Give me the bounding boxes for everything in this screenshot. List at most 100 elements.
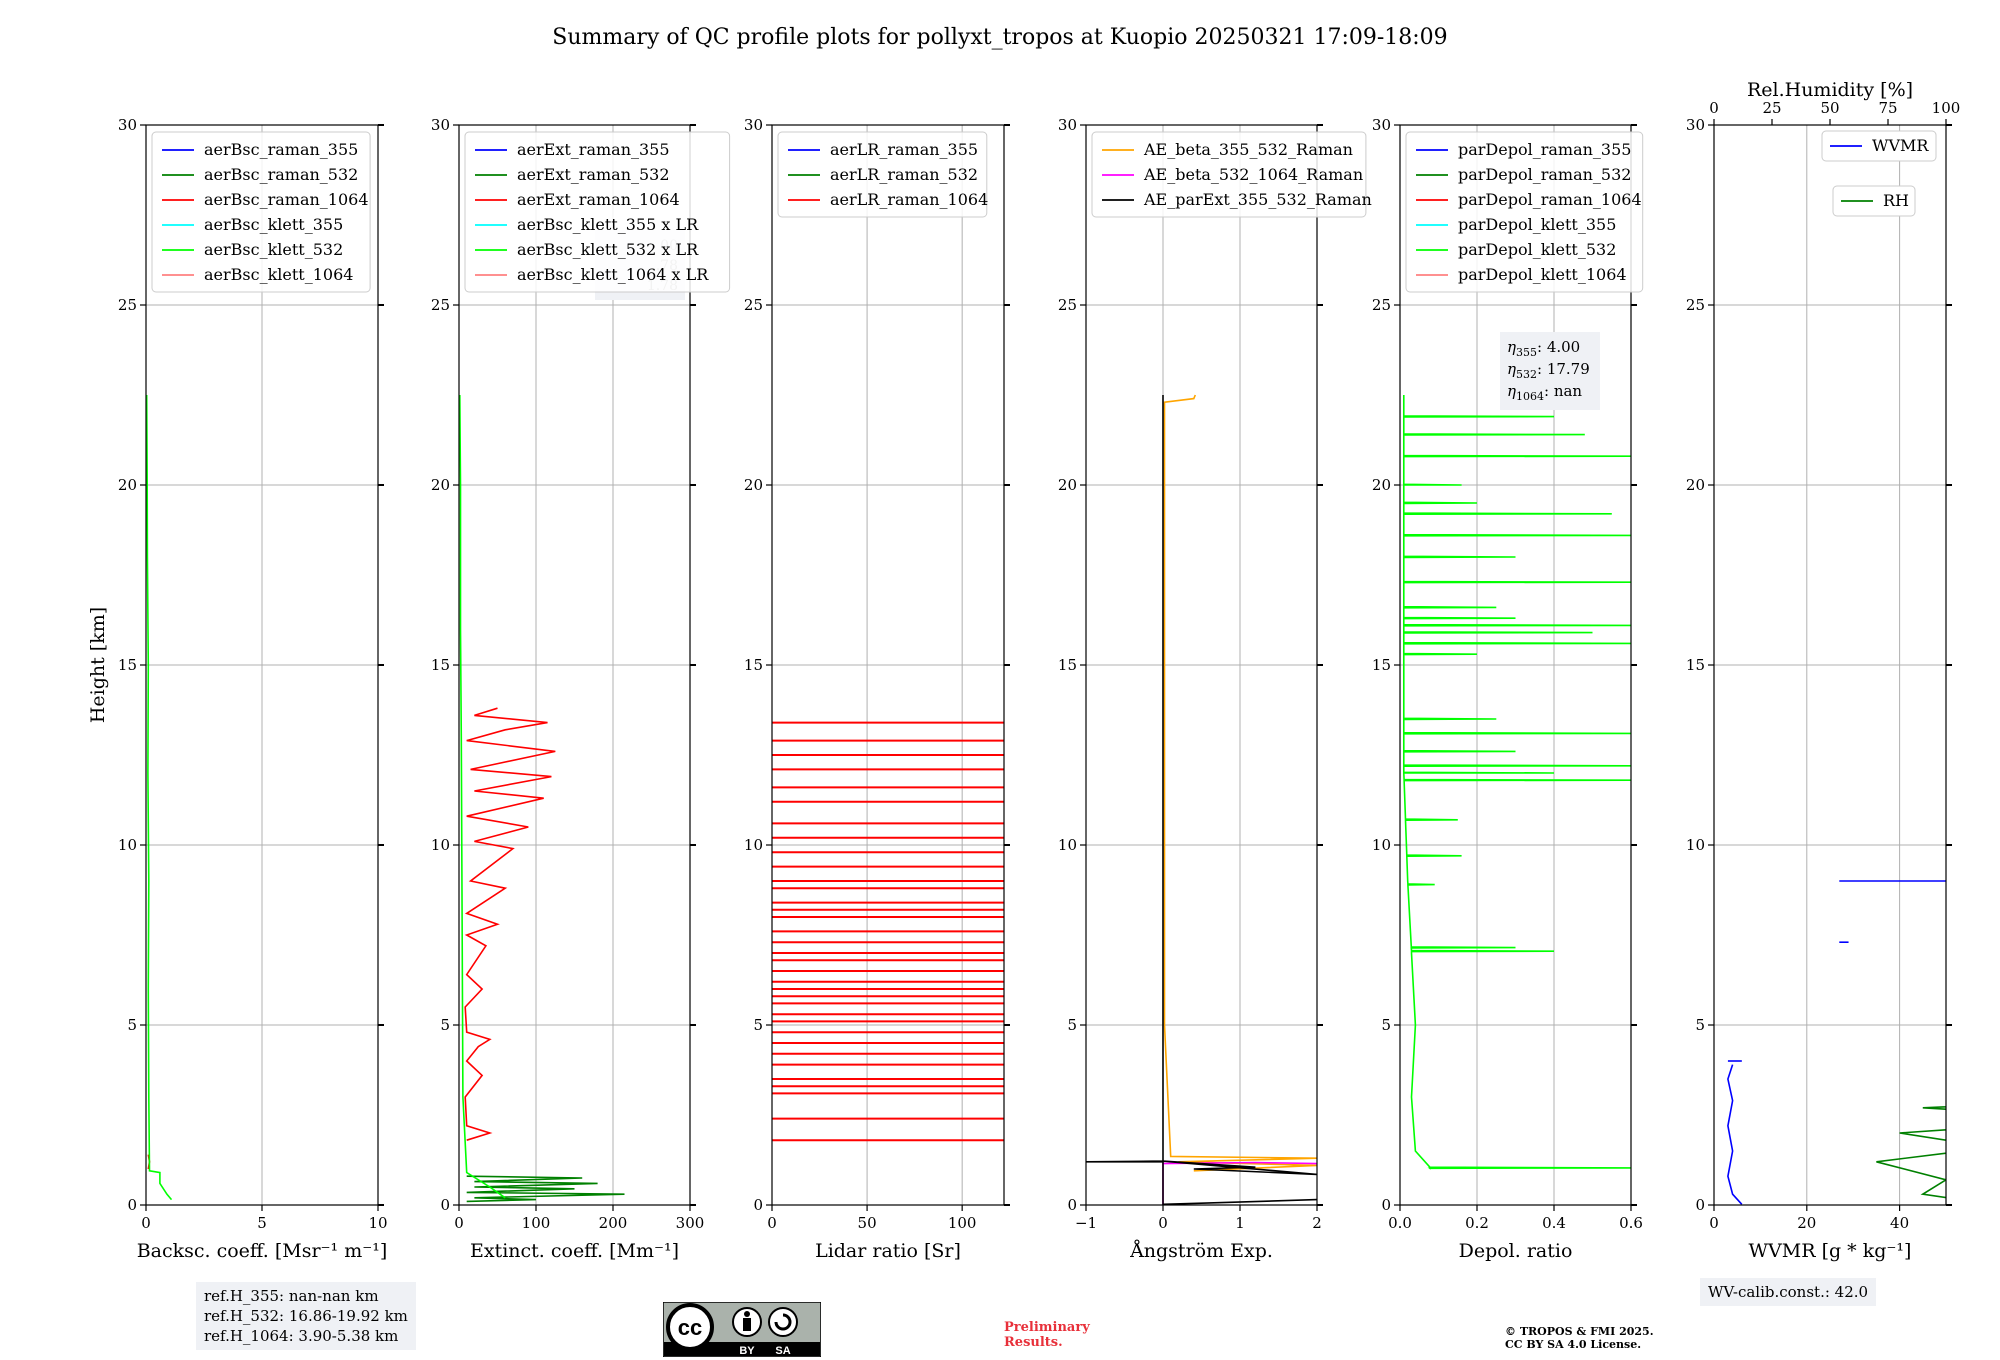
ytick-label-5: 25: [744, 296, 763, 314]
legend-label-2: AE_parExt_355_532_Raman: [1143, 190, 1372, 209]
ylabel: Height [km]: [87, 607, 109, 723]
xtick-label-0: 0.0: [1388, 1214, 1412, 1232]
series-ae-beta-355-532-raman: [1163, 394, 1317, 1172]
legend-label-2: aerExt_raman_1064: [517, 190, 680, 209]
legend-label-1: aerBsc_raman_532: [204, 165, 358, 184]
xtick-label-2: 200: [599, 1214, 628, 1232]
ytick-label-3: 15: [1372, 656, 1391, 674]
xtick-label-0: 0: [454, 1214, 464, 1232]
legend-box-0: [1821, 130, 1937, 162]
series-aerext-raman-532: [466, 1175, 625, 1203]
eta-subscript: 1064: [1516, 390, 1544, 403]
ytick-label-6: 30: [744, 116, 763, 134]
sa-label: SA: [775, 1345, 790, 1357]
ytick-label-3: 15: [744, 656, 763, 674]
x2tick-label-2: 50: [1820, 99, 1839, 117]
ytick-label-1: 5: [1695, 1016, 1705, 1034]
ytick-label-1: 5: [753, 1016, 763, 1034]
ytick-label-3: 15: [118, 656, 137, 674]
panel-bsc: 0 5 10 15 20 25 30 0 5 10 Backsc. coeff. [Msr⁻¹ m⁻…: [87, 116, 388, 1262]
xtick-label-3: 300: [676, 1214, 705, 1232]
legend-label-1: AE_beta_532_1064_Raman: [1143, 165, 1363, 184]
xtick-label-2: 0.4: [1542, 1214, 1566, 1232]
xtick-label-0: −1: [1075, 1214, 1097, 1232]
ytick-label-4: 20: [744, 476, 763, 494]
ytick-label-2: 10: [744, 836, 763, 854]
legend-label-5: aerBsc_klett_1064 x LR: [517, 265, 709, 284]
legend-depol: parDepol_raman_355 parDepol_raman_532 parD…: [1405, 131, 1644, 293]
ytick-label-3: 15: [431, 656, 450, 674]
ytick-label-2: 10: [1372, 836, 1391, 854]
xtick-label-1: 0.2: [1465, 1214, 1489, 1232]
x2tick-label-0: 0: [1709, 99, 1719, 117]
ytick-label-4: 20: [1372, 476, 1391, 494]
ytick-label-6: 30: [1372, 116, 1391, 134]
xtick-label-1: 100: [522, 1214, 551, 1232]
eta-value: : 4.00: [1537, 338, 1580, 356]
eta-subscript: 532: [1516, 368, 1537, 381]
eta-line-1: η532: 17.79: [1507, 360, 1590, 381]
xtick-label-2: 40: [1890, 1214, 1909, 1232]
eta-subscript: 355: [1516, 346, 1537, 359]
legend-label-5: aerBsc_klett_1064: [204, 265, 353, 284]
legend-label-2: parDepol_raman_1064: [1458, 190, 1642, 209]
by-label: BY: [739, 1345, 755, 1357]
legend-wvmr: WVMR: [1821, 130, 1937, 162]
ytick-label-4: 20: [1686, 476, 1705, 494]
eta-line-0: η355: 4.00: [1507, 338, 1580, 359]
legend-bsc: aerBsc_raman_355 aerBsc_raman_532 aerBsc_r…: [151, 131, 371, 293]
series-pardepol-klett-532: [1403, 395, 1631, 1170]
legend-box: [777, 131, 988, 218]
attribution-body: [743, 1318, 751, 1331]
ytick-label-2: 10: [431, 836, 450, 854]
ref-height-355: ref.H_355: nan-nan km: [204, 1287, 379, 1305]
eta-value: : 17.79: [1537, 360, 1590, 378]
series-group-ae: [1086, 394, 1317, 1205]
eta-box-bg: [1500, 332, 1600, 410]
series-aerbsc-klett-532: [146, 394, 173, 1201]
eta-value: : nan: [1544, 382, 1582, 400]
legend-ae: AE_beta_355_532_Raman AE_beta_532_1064_Ra…: [1091, 131, 1372, 218]
xlabel-wv: WVMR [g * kg⁻¹]: [1749, 1240, 1912, 1262]
ytick-label-6: 30: [1686, 116, 1705, 134]
ytick-label-0: 0: [127, 1196, 137, 1214]
ytick-label-1: 5: [1067, 1016, 1077, 1034]
preliminary-line-2: Results.: [1004, 1335, 1063, 1350]
legend-label-3: aerBsc_klett_355 x LR: [517, 215, 699, 234]
x2tick-label-4: 100: [1932, 99, 1961, 117]
eta-line-2: η1064: nan: [1507, 382, 1582, 403]
ytick-label-0: 0: [1695, 1196, 1705, 1214]
x2label: Rel.Humidity [%]: [1747, 79, 1913, 101]
copyright-line-1: © TROPOS & FMI 2025.: [1505, 1325, 1654, 1338]
share-alike-icon: [768, 1307, 798, 1337]
ytick-label-2: 10: [118, 836, 137, 854]
eta-symbol: η: [1507, 360, 1516, 378]
legend-lr: aerLR_raman_355 aerLR_raman_532 aerLR_rama…: [777, 131, 988, 218]
xlabel-ae: Ångström Exp.: [1129, 1240, 1273, 1262]
ytick-label-1: 5: [1381, 1016, 1391, 1034]
legend-rh: RH: [1832, 185, 1916, 217]
ytick-label-4: 20: [1058, 476, 1077, 494]
legend-label-0: AE_beta_355_532_Raman: [1143, 140, 1353, 159]
legend-label-2: aerBsc_raman_1064: [204, 190, 369, 209]
xtick-label-1: 50: [858, 1214, 877, 1232]
preliminary-note: Preliminary Results.: [1004, 1320, 1090, 1350]
copyright-line-2: CC BY SA 4.0 License.: [1505, 1338, 1642, 1351]
ytick-label-4: 20: [431, 476, 450, 494]
ytick-label-2: 10: [1686, 836, 1705, 854]
legend-label-rh: RH: [1883, 191, 1909, 210]
xtick-label-3: 0.6: [1619, 1214, 1643, 1232]
legend-box: [151, 131, 371, 293]
ref-heights-box: ref.H_355: nan-nan km ref.H_532: 16.86-1…: [196, 1282, 416, 1350]
legend-label-0: aerBsc_raman_355: [204, 140, 358, 159]
cc-by-sa-badge: cc BY SA: [663, 1302, 821, 1357]
xlabel-depol: Depol. ratio: [1459, 1240, 1573, 1262]
ytick-label-5: 25: [1372, 296, 1391, 314]
x2tick-label-3: 75: [1878, 99, 1897, 117]
series-group-depol: [1403, 395, 1631, 1170]
series-ae-parext-355-532-raman: [1086, 395, 1317, 1205]
ytick-label-6: 30: [118, 116, 137, 134]
ytick-label-1: 5: [440, 1016, 450, 1034]
